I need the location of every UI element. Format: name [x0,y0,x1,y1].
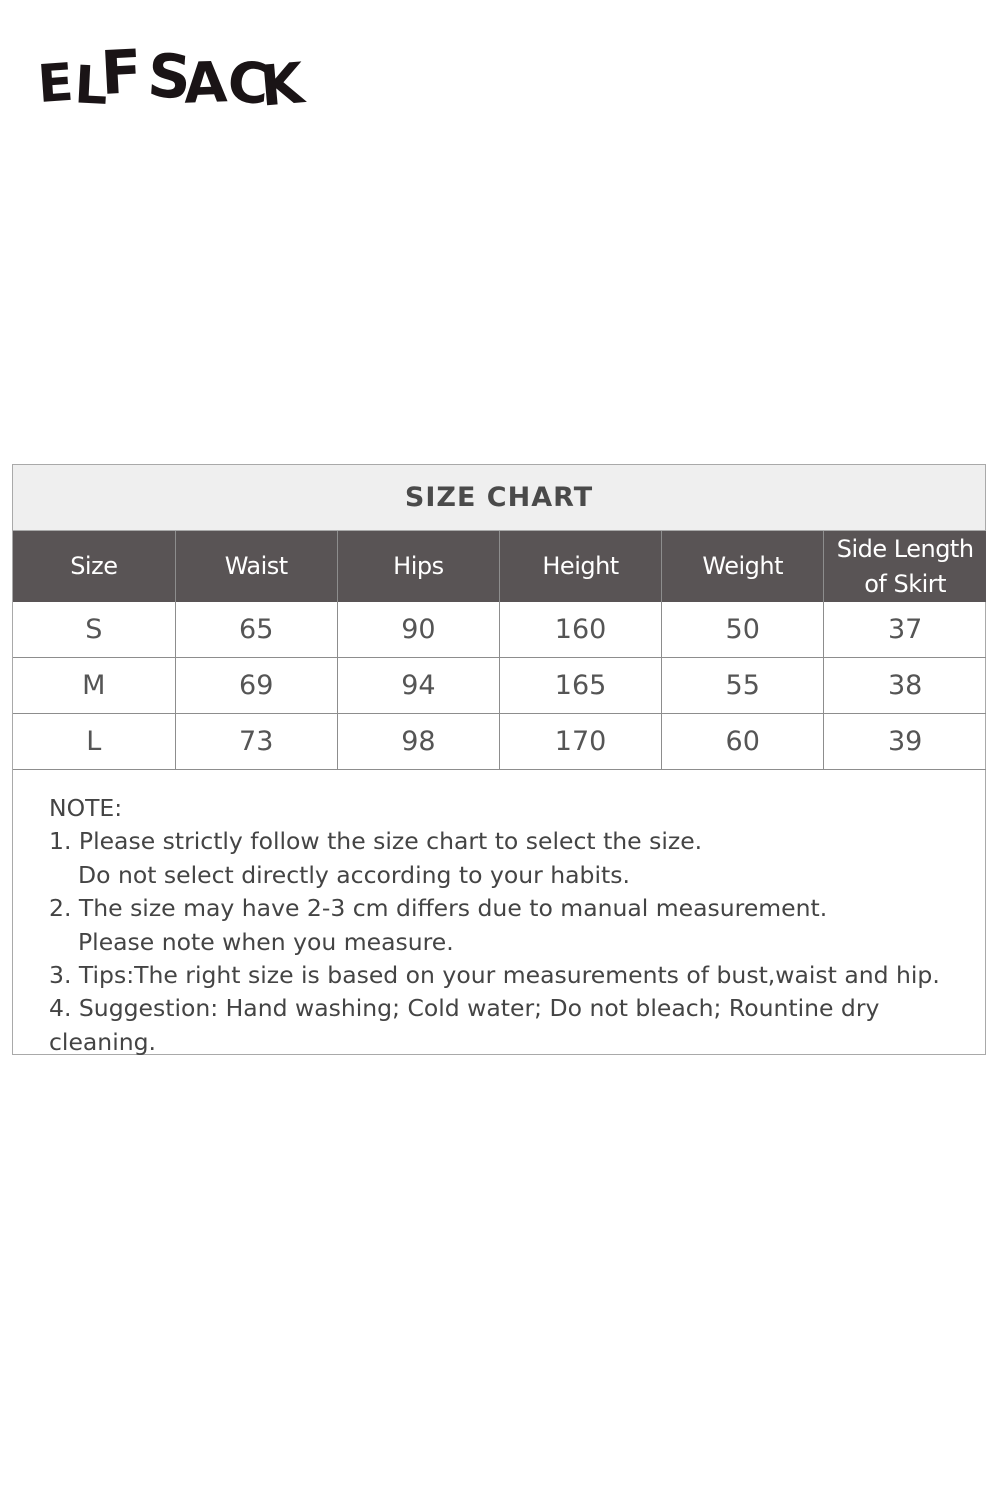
note-line: Please note when you measure. [78,927,454,956]
table-cell: 39 [823,713,986,770]
size-chart-title: SIZE CHART [13,465,985,531]
table-cell: L [13,713,176,770]
table-cell: S [13,602,176,658]
size-table: Size Waist Hips Height Weight Side Lengt… [13,531,986,770]
note-line: 1. Please strictly follow the size chart… [49,827,703,856]
table-cell: 90 [337,602,500,658]
column-header: Hips [337,531,500,602]
column-header: Side Length of Skirt [823,531,986,602]
note-line: Do not select directly according to your… [78,860,630,889]
notes-heading: NOTE: [49,794,123,822]
size-chart: SIZE CHART Size Waist Hips Height Weight… [12,464,986,1056]
table-cell: 165 [499,657,663,714]
table-cell: 94 [337,657,500,714]
table-cell: 65 [175,602,338,658]
column-header: Height [499,531,663,602]
table-cell: 69 [175,657,338,714]
column-header: Weight [661,531,825,602]
table-cell: 73 [175,713,338,770]
table-cell: 55 [661,657,825,714]
table-row: L 73 98 170 60 39 [13,713,986,770]
table-header-row: Size Waist Hips Height Weight Side Lengt… [13,531,986,602]
table-cell: 160 [499,602,663,658]
note-line: 2. The size may have 2-3 cm differs due … [49,894,828,923]
notes: NOTE: 1. Please strictly follow the size… [13,770,985,1059]
note-line: 4. Suggestion: Hand washing; Cold water;… [49,994,880,1056]
table-cell: 60 [661,713,825,770]
note-line: 3. Tips:The right size is based on your … [49,961,940,990]
table-row: M 69 94 165 55 38 [13,657,986,714]
table-cell: 38 [823,657,986,714]
table-cell: 170 [499,713,663,770]
table-cell: 37 [823,602,986,658]
column-header: Size [13,531,176,602]
table-cell: M [13,657,176,714]
table-cell: 98 [337,713,500,770]
table-row: S 65 90 160 50 37 [13,602,986,658]
table-cell: 50 [661,602,825,658]
column-header: Waist [175,531,338,602]
